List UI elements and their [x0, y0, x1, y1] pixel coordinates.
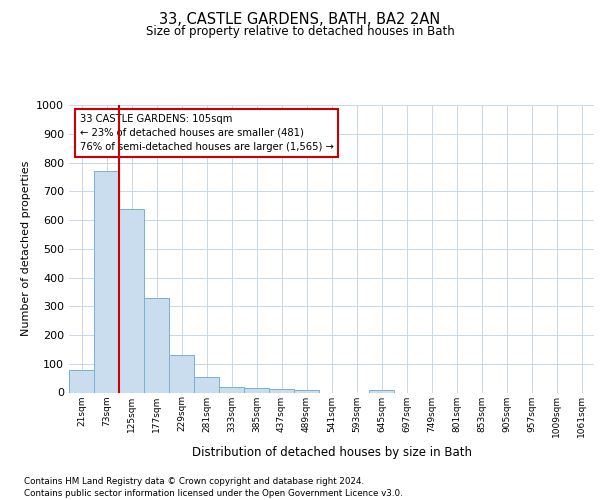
Text: Contains public sector information licensed under the Open Government Licence v3: Contains public sector information licen… — [24, 489, 403, 498]
Bar — [119, 208, 144, 392]
Bar — [294, 390, 319, 392]
Bar — [244, 388, 269, 392]
Bar — [144, 298, 169, 392]
Bar — [219, 387, 244, 392]
Bar — [94, 171, 119, 392]
X-axis label: Distribution of detached houses by size in Bath: Distribution of detached houses by size … — [191, 446, 472, 458]
Bar — [194, 376, 219, 392]
Text: 33, CASTLE GARDENS, BATH, BA2 2AN: 33, CASTLE GARDENS, BATH, BA2 2AN — [160, 12, 440, 28]
Y-axis label: Number of detached properties: Number of detached properties — [20, 161, 31, 336]
Text: 33 CASTLE GARDENS: 105sqm
← 23% of detached houses are smaller (481)
76% of semi: 33 CASTLE GARDENS: 105sqm ← 23% of detac… — [79, 114, 334, 152]
Text: Size of property relative to detached houses in Bath: Size of property relative to detached ho… — [146, 25, 454, 38]
Bar — [169, 355, 194, 393]
Bar — [69, 370, 94, 392]
Bar — [369, 390, 394, 392]
Text: Contains HM Land Registry data © Crown copyright and database right 2024.: Contains HM Land Registry data © Crown c… — [24, 478, 364, 486]
Bar — [269, 389, 294, 392]
